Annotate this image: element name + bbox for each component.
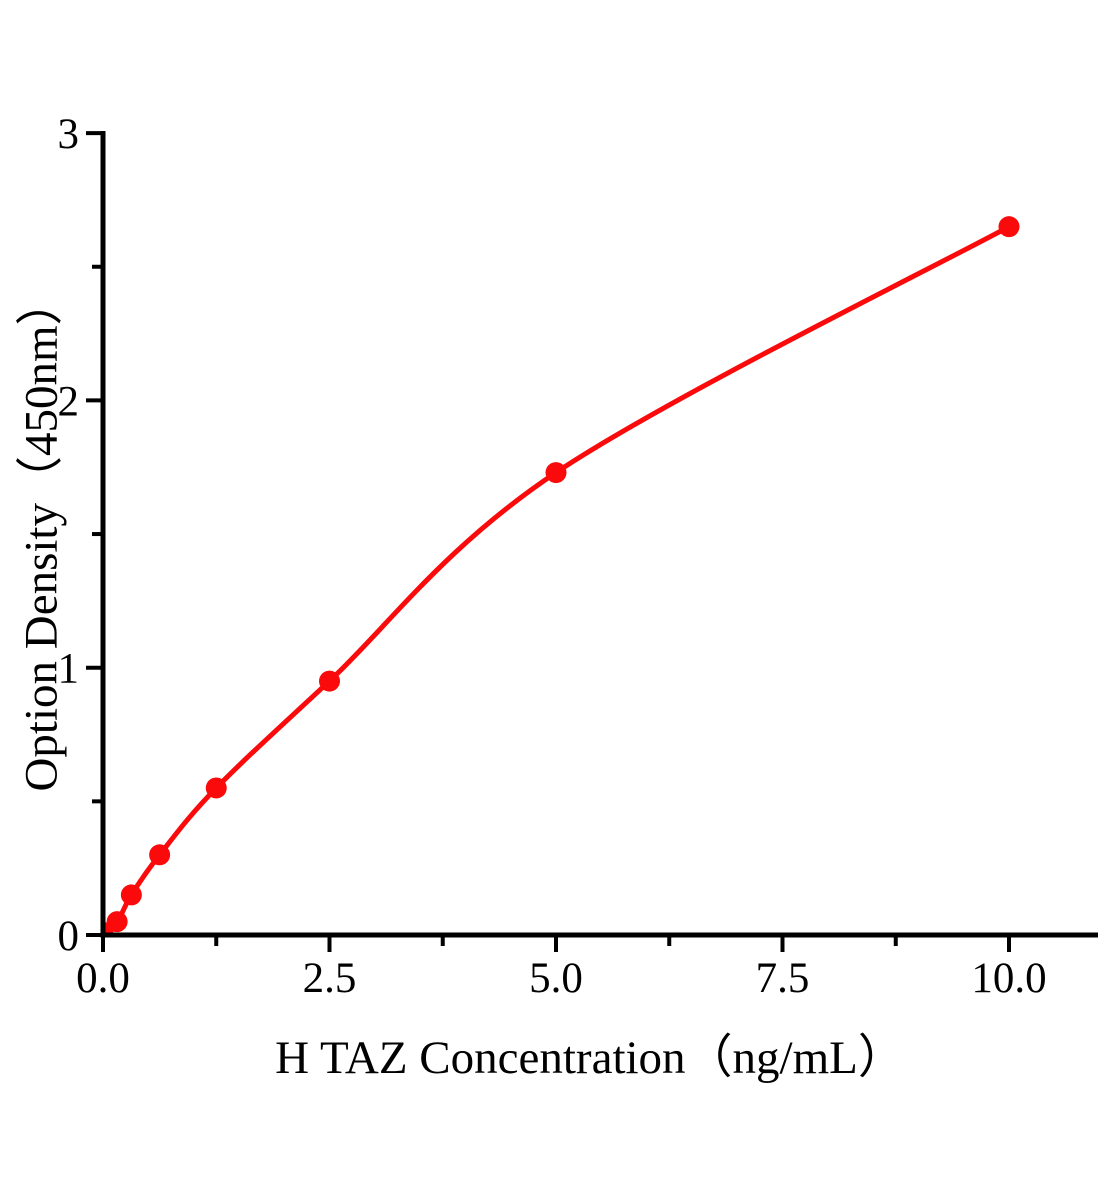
data-point bbox=[545, 462, 567, 484]
data-point bbox=[998, 216, 1020, 238]
y-tick-label: 3 bbox=[58, 111, 80, 158]
x-axis-title: H TAZ Concentration（ng/mL） bbox=[275, 1032, 905, 1084]
x-tick-label: 0.0 bbox=[76, 955, 130, 1002]
data-point bbox=[103, 921, 114, 935]
y-axis-title: Option Density（450nm） bbox=[15, 278, 68, 792]
x-tick-label: 10.0 bbox=[971, 955, 1046, 1002]
data-point bbox=[106, 911, 128, 933]
y-tick-label: 0 bbox=[58, 913, 80, 960]
x-tick-label: 5.0 bbox=[529, 955, 583, 1002]
data-point bbox=[319, 670, 340, 692]
fit-curve bbox=[103, 224, 1012, 935]
data-point bbox=[120, 884, 142, 906]
x-tick-label: 2.5 bbox=[303, 955, 357, 1002]
data-point bbox=[205, 777, 227, 799]
y-tick-label: 1 bbox=[58, 646, 80, 693]
data-point bbox=[149, 844, 171, 866]
x-tick-label: 7.5 bbox=[756, 955, 810, 1002]
y-tick-label: 2 bbox=[58, 378, 80, 425]
